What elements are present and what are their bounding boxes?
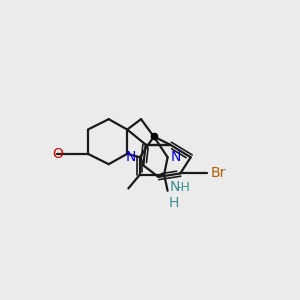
Text: Br: Br bbox=[210, 167, 226, 180]
Text: N: N bbox=[171, 150, 181, 164]
Text: H: H bbox=[168, 196, 178, 210]
Text: N: N bbox=[126, 150, 136, 164]
Text: -H: -H bbox=[177, 181, 191, 194]
Text: O: O bbox=[52, 147, 63, 161]
Text: N: N bbox=[170, 180, 180, 194]
